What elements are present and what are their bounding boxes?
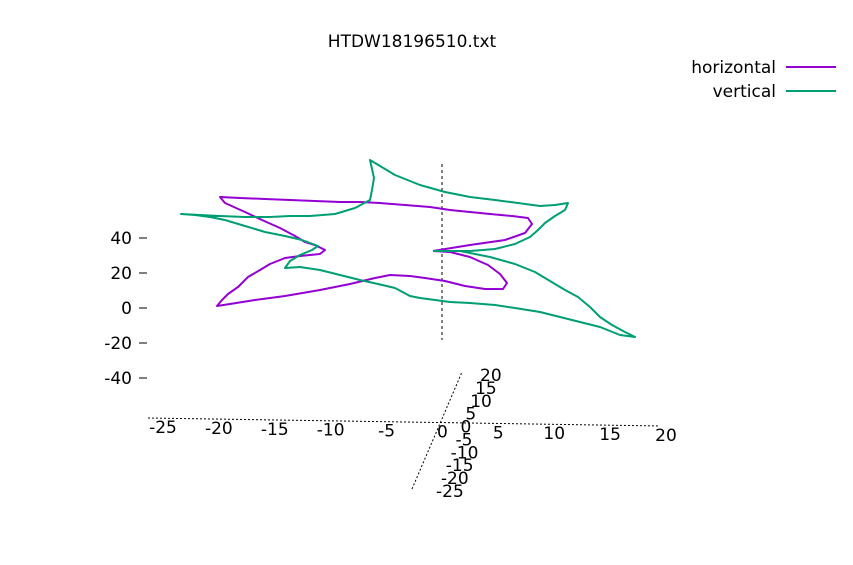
y-tick-label: 0 [460,418,471,438]
legend-label-horizontal: horizontal [691,58,776,78]
z-axis: -40 -20 0 20 40 [104,229,147,389]
y-tick-label: -5 [456,430,473,450]
y-tick-label: 20 [480,366,502,386]
x-tick-label: -25 [149,418,177,438]
x-tick-label: 20 [655,426,677,446]
y-tick-label: -10 [451,443,479,463]
y-tick-label: -20 [441,469,469,489]
y-tick-label: 10 [470,392,492,412]
z-tick-label: 20 [110,264,132,284]
legend-label-vertical: vertical [713,82,776,102]
x-tick-label: -20 [205,419,233,439]
x-tick-label: 0 [437,422,448,442]
z-tick-label: 0 [121,299,132,319]
x-tick-label: 10 [543,424,565,444]
legend: horizontal vertical [691,58,836,102]
series-line-horizontal [216,196,533,307]
x-tick-label: 5 [493,423,504,443]
y-tick-label: -15 [446,456,474,476]
x-tick-label: 15 [599,425,621,445]
chart-title: HTDW18196510.txt [328,32,497,52]
y-tick-label: 15 [475,379,497,399]
x-tick-label: -15 [261,420,289,440]
z-tick-label: -40 [104,369,132,389]
y-tick-label: 5 [465,405,476,425]
x-tick-label: -5 [378,422,395,442]
traces [180,159,636,338]
z-tick-label: 40 [110,229,132,249]
x-axis: -25 -20 -15 -10 -5 0 5 10 15 20 [149,418,677,446]
y-axis-line [411,371,463,490]
z-tick-label: -20 [104,334,132,354]
x-axis-line [147,417,661,427]
series-line-vertical [180,159,636,338]
y-tick-label: -25 [436,482,464,502]
x-tick-label: -10 [317,421,345,441]
